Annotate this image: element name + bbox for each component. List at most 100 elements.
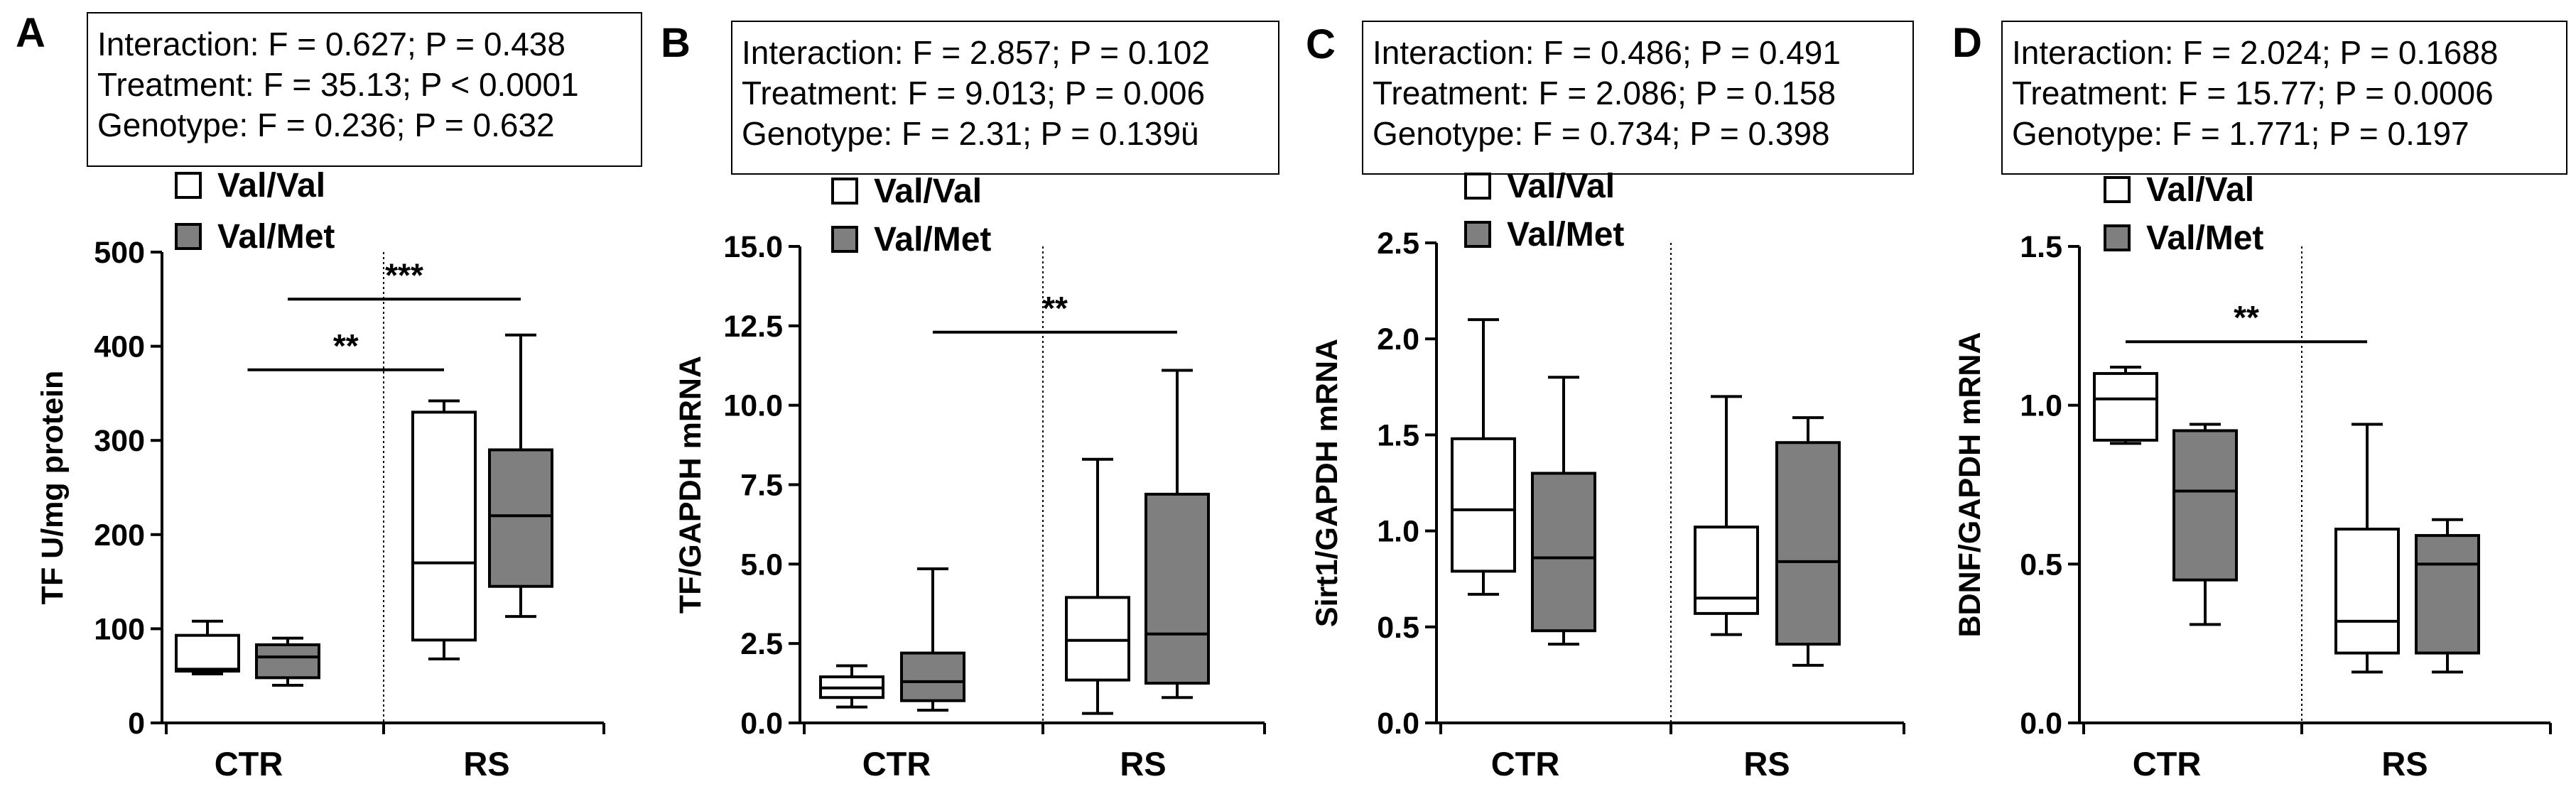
y-tick-label: 15.0	[723, 230, 783, 264]
iqr-box	[175, 633, 240, 673]
stats-line: Interaction: F = 0.627; P = 0.438	[97, 26, 565, 62]
iqr-box	[2415, 534, 2480, 655]
iqr-box	[1451, 437, 1516, 573]
y-axis-label: Sirt1/GAPDH mRNA	[1310, 339, 1344, 627]
box-val-met-rs	[1144, 369, 1210, 699]
box-val-met-rs	[2415, 518, 2480, 674]
box-val-met-ctr	[1531, 376, 1596, 646]
box-val-val-ctr	[2093, 365, 2158, 445]
iqr-box	[1144, 492, 1210, 685]
legend-swatch	[175, 172, 202, 199]
stats-line: Genotype: F = 1.771; P = 0.197	[2012, 115, 2469, 152]
y-tick-label: 400	[94, 330, 145, 364]
legend-swatch	[2104, 176, 2131, 203]
y-tick-label: 1.0	[2020, 389, 2062, 423]
legend-swatch	[175, 223, 202, 250]
x-category-label: CTR	[2133, 745, 2202, 783]
legend-entry: Val/Met	[1507, 216, 1624, 254]
stats-line: Interaction: F = 0.486; P = 0.491	[1373, 34, 1841, 71]
y-tick-label: 0.0	[1377, 707, 1419, 741]
legend-entry: Val/Val	[1507, 168, 1615, 205]
y-tick-label: 0.0	[740, 707, 783, 741]
legend-entry: Val/Val	[217, 167, 325, 205]
y-axis-label: BDNF/GAPDH mRNA	[1953, 332, 1987, 638]
y-tick-label: 2.5	[740, 627, 783, 661]
box-val-val-rs	[1065, 457, 1130, 715]
box-val-met-ctr	[900, 567, 965, 712]
x-category-label: RS	[2381, 745, 2428, 783]
y-axis-label: TF/GAPDH mRNA	[673, 356, 708, 614]
iqr-box	[2334, 528, 2400, 655]
stats-line: Genotype: F = 2.31; P = 0.139ü	[742, 115, 1199, 152]
box-val-val-ctr	[175, 619, 240, 676]
y-tick-label: 500	[94, 236, 145, 270]
iqr-box	[255, 643, 320, 680]
legend-entry: Val/Val	[2146, 171, 2254, 209]
significance-label: ***	[385, 256, 423, 293]
legend-swatch	[2104, 224, 2131, 251]
iqr-box	[1531, 472, 1596, 633]
y-axis-label: TF U/mg protein	[36, 371, 70, 605]
x-category-label: CTR	[1491, 745, 1560, 783]
y-tick-label: 1.5	[1377, 418, 1419, 452]
box-val-met-rs	[1775, 416, 1841, 667]
y-tick-label: 12.5	[723, 310, 783, 344]
stats-box	[2001, 21, 2567, 175]
box-val-val-rs	[411, 399, 477, 660]
legend-swatch	[831, 226, 858, 253]
y-tick-label: 300	[94, 424, 145, 458]
panel-letter: A	[16, 10, 45, 56]
y-tick-label: 2.5	[1377, 227, 1419, 261]
y-tick-label: 100	[94, 612, 145, 646]
stats-line: Genotype: F = 0.236; P = 0.632	[97, 107, 555, 143]
stats-box	[731, 21, 1279, 175]
legend-swatch	[1464, 173, 1491, 200]
y-tick-label: 7.5	[740, 469, 783, 503]
stats-line: Treatment: F = 35.13; P < 0.0001	[97, 66, 579, 103]
stats-line: Interaction: F = 2.857; P = 0.102	[742, 34, 1210, 71]
y-tick-label: 0.0	[2020, 707, 2062, 741]
legend-entry: Val/Met	[2146, 219, 2263, 257]
iqr-box	[2093, 371, 2158, 442]
y-tick-label: 0	[128, 707, 145, 741]
panel-d: D Interaction: F = 2.024; P = 0.1688 Treat…	[1952, 20, 2567, 783]
stats-box	[1362, 21, 1914, 175]
panel-b: B Interaction: F = 2.857; P = 0.102 Treatm…	[661, 20, 1279, 783]
stats-box	[87, 12, 642, 167]
iqr-box	[1775, 441, 1841, 646]
box-val-met-ctr	[2172, 423, 2238, 626]
y-tick-label: 5.0	[740, 548, 783, 582]
stats-line: Genotype: F = 0.734; P = 0.398	[1373, 115, 1830, 152]
legend-entry: Val/Met	[217, 218, 335, 256]
box-val-val-ctr	[819, 664, 884, 709]
iqr-box	[488, 448, 553, 588]
box-val-val-rs	[1694, 395, 1759, 636]
box-val-val-ctr	[1451, 318, 1516, 596]
panel-letter: C	[1306, 21, 1336, 67]
x-category-label: RS	[463, 745, 509, 783]
x-category-label: CTR	[862, 745, 931, 783]
significance-label: **	[1042, 290, 1068, 327]
significance-label: **	[2234, 299, 2259, 336]
legend-entry: Val/Met	[874, 221, 991, 258]
panel-letter: D	[1952, 20, 1982, 66]
box-val-met-rs	[488, 333, 553, 619]
y-tick-label: 200	[94, 518, 145, 552]
y-tick-label: 1.5	[2020, 230, 2062, 264]
y-tick-label: 10.0	[723, 389, 783, 423]
legend-entry: Val/Val	[874, 173, 982, 210]
legend-swatch	[1464, 221, 1491, 248]
box-val-met-ctr	[255, 636, 320, 687]
box-val-val-rs	[2334, 423, 2400, 674]
y-tick-label: 0.5	[1377, 611, 1419, 645]
panel-letter: B	[661, 20, 691, 66]
iqr-box	[900, 651, 965, 702]
iqr-box	[411, 410, 477, 642]
iqr-box	[2172, 429, 2238, 582]
stats-line: Treatment: F = 2.086; P = 0.158	[1373, 75, 1836, 111]
x-category-label: RS	[1120, 745, 1166, 783]
panel-a: A Interaction: F = 0.627; P = 0.438 Treatm…	[16, 10, 642, 783]
iqr-box	[1065, 596, 1130, 682]
iqr-box	[1694, 525, 1759, 615]
